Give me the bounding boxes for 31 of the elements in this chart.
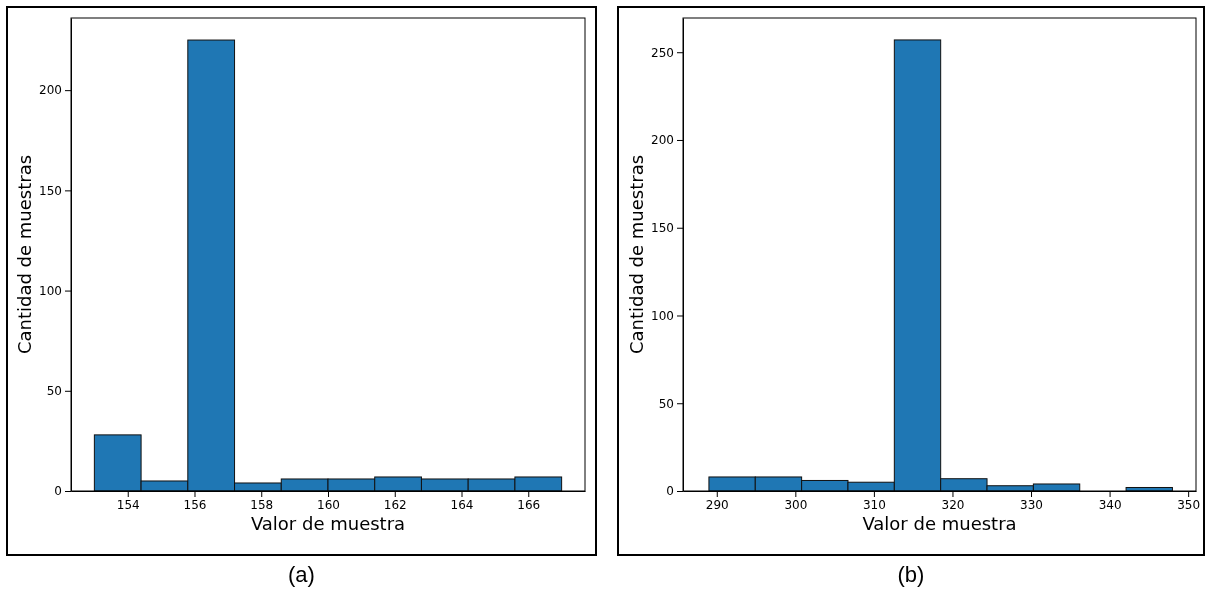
y-axis-title: Cantidad de muestras xyxy=(14,154,35,355)
y-tick-label: 200 xyxy=(651,133,674,148)
x-tick-label: 290 xyxy=(705,497,729,512)
x-tick-label: 158 xyxy=(250,497,274,512)
x-tick-label: 162 xyxy=(383,497,407,512)
y-tick-label: 100 xyxy=(651,308,674,323)
x-tick-label: 164 xyxy=(450,497,474,512)
x-tick-label: 300 xyxy=(784,497,808,512)
text: (a) xyxy=(288,562,315,587)
x-tick-label: 154 xyxy=(116,497,140,512)
y-tick-label: 150 xyxy=(651,221,674,236)
y-axis-title: Cantidad de muestras xyxy=(626,154,647,355)
y-tick-label: 50 xyxy=(46,384,62,399)
y-tick-label: 50 xyxy=(658,396,674,411)
text: (b) xyxy=(897,562,925,587)
y-tick-label: 0 xyxy=(666,484,674,499)
x-axis-title: Valor de muestra xyxy=(250,513,406,534)
y-tick-label: 100 xyxy=(39,283,62,298)
x-tick-label: 310 xyxy=(862,497,886,512)
y-tick-label: 150 xyxy=(39,183,62,198)
x-tick-label: 330 xyxy=(1020,497,1043,512)
x-tick-label: 156 xyxy=(183,497,207,512)
x-axis-title: Valor de muestra xyxy=(862,513,1017,534)
y-tick-label: 200 xyxy=(39,83,62,98)
x-tick-label: 350 xyxy=(1177,497,1201,512)
x-tick-label: 340 xyxy=(1098,497,1122,512)
x-tick-label: 320 xyxy=(941,497,965,512)
x-tick-label: 160 xyxy=(317,497,340,512)
x-tick-label: 166 xyxy=(517,497,541,512)
y-tick-label: 250 xyxy=(651,45,674,60)
y-tick-label: 0 xyxy=(54,484,62,499)
